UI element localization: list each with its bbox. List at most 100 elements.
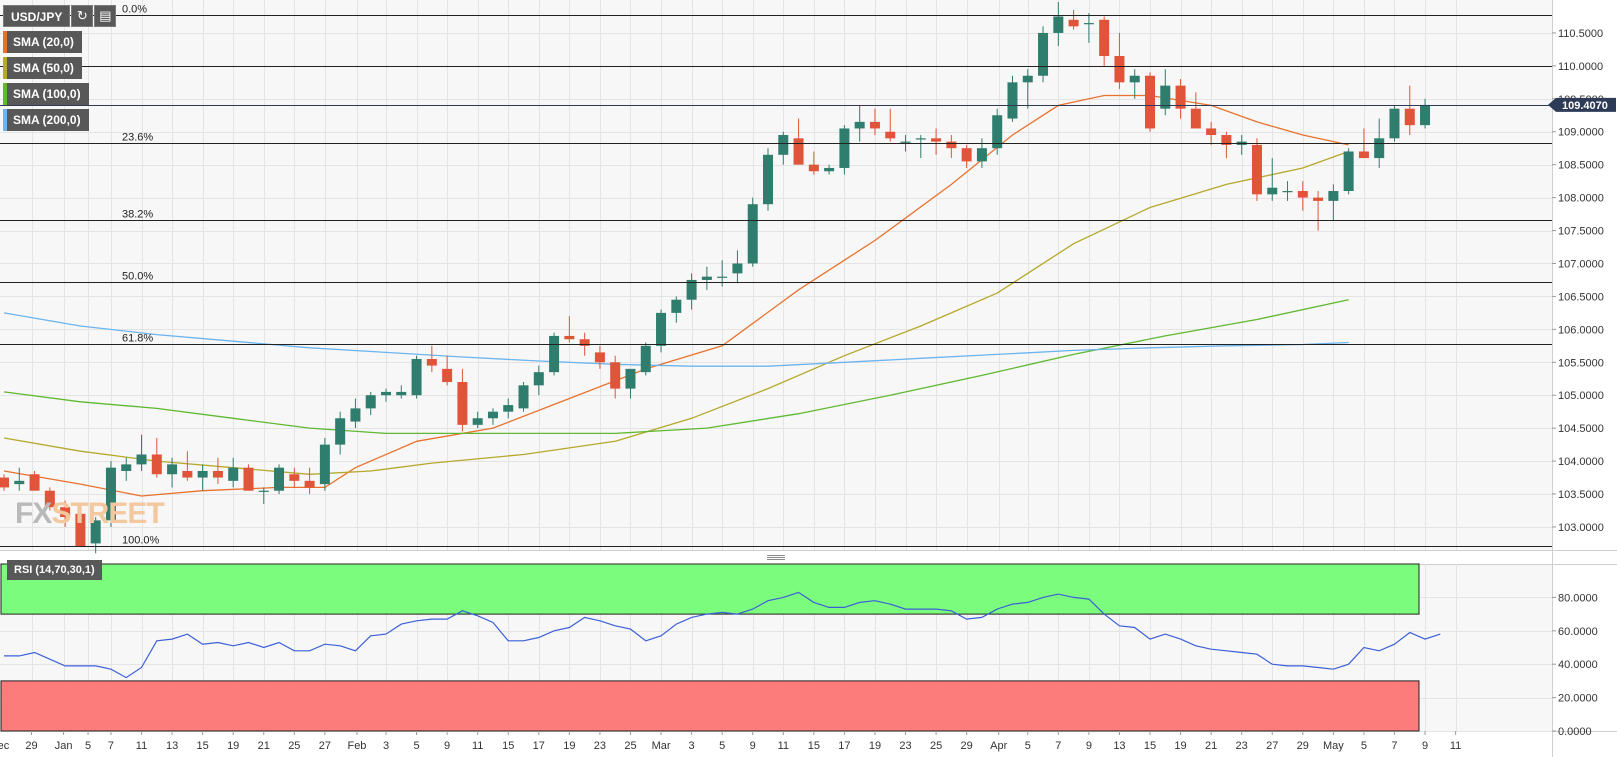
candle-body — [1297, 191, 1308, 198]
candle-body — [1022, 75, 1033, 83]
price-axis-label: 105.0000 — [1558, 390, 1604, 402]
candle-body — [182, 470, 193, 478]
candle — [747, 197, 758, 267]
symbol-selector[interactable]: USD/JPY — [3, 5, 71, 27]
rsi-axis-label: 40.0000 — [1558, 659, 1598, 671]
candle-body — [1007, 82, 1018, 119]
time-axis-label: 15 — [808, 740, 820, 752]
candle — [1313, 191, 1324, 231]
time-axis-label: May — [1323, 740, 1344, 752]
candle — [671, 296, 682, 323]
candle — [381, 388, 391, 402]
candle-body — [961, 148, 972, 162]
candle-body — [717, 276, 728, 278]
candle-body — [686, 279, 697, 300]
time-axis-label: Feb — [347, 740, 366, 752]
candle-body — [946, 141, 957, 149]
time-axis-label: 23 — [899, 740, 911, 752]
time-axis-label: 15 — [197, 740, 209, 752]
candle-body — [44, 490, 55, 508]
candle-body — [105, 467, 116, 521]
candle — [258, 487, 269, 504]
candle-body — [1343, 151, 1354, 192]
time-axis-label: 5 — [1361, 740, 1367, 752]
time-axis-label: 11 — [472, 740, 483, 752]
current-price-tag — [1548, 97, 1616, 112]
rsi-axis-label: 20.0000 — [1558, 693, 1598, 705]
rsi-oversold-zone — [0, 680, 1420, 732]
time-axis-label: 19 — [1174, 740, 1186, 752]
candle — [610, 355, 621, 399]
sma-20-legend[interactable]: SMA (20,0) — [3, 31, 82, 53]
time-axis-label: 11 — [136, 740, 147, 752]
candle — [1099, 16, 1110, 66]
candle — [1389, 105, 1400, 142]
candle — [426, 345, 437, 373]
candle-body — [885, 131, 896, 139]
candle — [105, 461, 116, 527]
candle-body — [1145, 75, 1155, 129]
time-axis-label: 27 — [1266, 740, 1278, 752]
time-axis-label: 9 — [750, 740, 756, 752]
pane-resize-handle[interactable] — [767, 555, 785, 560]
candle-body — [1038, 32, 1049, 76]
candle — [656, 309, 667, 353]
time-axis-label: 25 — [288, 740, 300, 752]
time-axis-label: 25 — [624, 740, 636, 752]
candle — [14, 467, 25, 491]
candle-body — [60, 507, 71, 518]
candle — [1251, 138, 1262, 201]
candle — [732, 250, 743, 284]
candle — [60, 500, 71, 527]
candle-body — [854, 121, 865, 129]
candle — [75, 507, 86, 547]
main-plot-area[interactable] — [0, 0, 1552, 550]
logo-street: STREET — [51, 497, 164, 530]
sma-200-legend[interactable]: SMA (200,0) — [3, 109, 89, 131]
candle-body — [396, 391, 407, 396]
candle-body — [1404, 108, 1415, 126]
candle-body — [763, 154, 773, 205]
time-axis-label: 7 — [1055, 740, 1061, 752]
candle — [1129, 69, 1140, 99]
candle-body — [915, 138, 926, 140]
sma-line-4 — [3, 312, 1349, 367]
candle-body — [487, 411, 498, 419]
time-axis-label: Dec — [0, 740, 10, 752]
candle-body — [701, 276, 712, 280]
candle-body — [1175, 85, 1186, 109]
candle — [564, 316, 575, 343]
candle — [549, 332, 560, 376]
sma-100-legend[interactable]: SMA (100,0) — [3, 83, 89, 105]
time-axis-label: 3 — [689, 740, 695, 752]
price-axis-label: 103.0000 — [1558, 522, 1604, 534]
candle-body — [747, 204, 758, 264]
sma-50-label: SMA (50,0) — [13, 61, 74, 75]
candle — [701, 266, 712, 290]
time-axis-label: 5 — [719, 740, 725, 752]
time-axis-label: 19 — [227, 740, 239, 752]
time-axis-label: 21 — [258, 740, 270, 752]
candle-body — [0, 477, 9, 488]
candle-body — [1267, 187, 1278, 195]
candle-body — [411, 358, 422, 396]
sma-50-legend[interactable]: SMA (50,0) — [3, 57, 82, 79]
candle-body — [1251, 144, 1262, 195]
candle — [182, 451, 193, 481]
rsi-legend[interactable]: RSI (14,70,30,1) — [7, 560, 102, 580]
candle — [1206, 121, 1217, 145]
rsi-axis-label: 0.0000 — [1558, 726, 1592, 738]
sma-100-swatch — [3, 83, 7, 105]
candle — [1083, 13, 1094, 43]
refresh-icon[interactable]: ↻ — [71, 5, 94, 27]
indicators-icon[interactable]: ▤ — [94, 5, 117, 27]
candle — [885, 108, 896, 142]
candle-body — [656, 312, 667, 346]
candle — [90, 517, 101, 554]
time-axis-label: Apr — [990, 740, 1007, 752]
candle-body — [1282, 191, 1293, 193]
candle — [350, 398, 361, 429]
sma-line-1 — [3, 94, 1349, 497]
candle — [533, 365, 544, 396]
